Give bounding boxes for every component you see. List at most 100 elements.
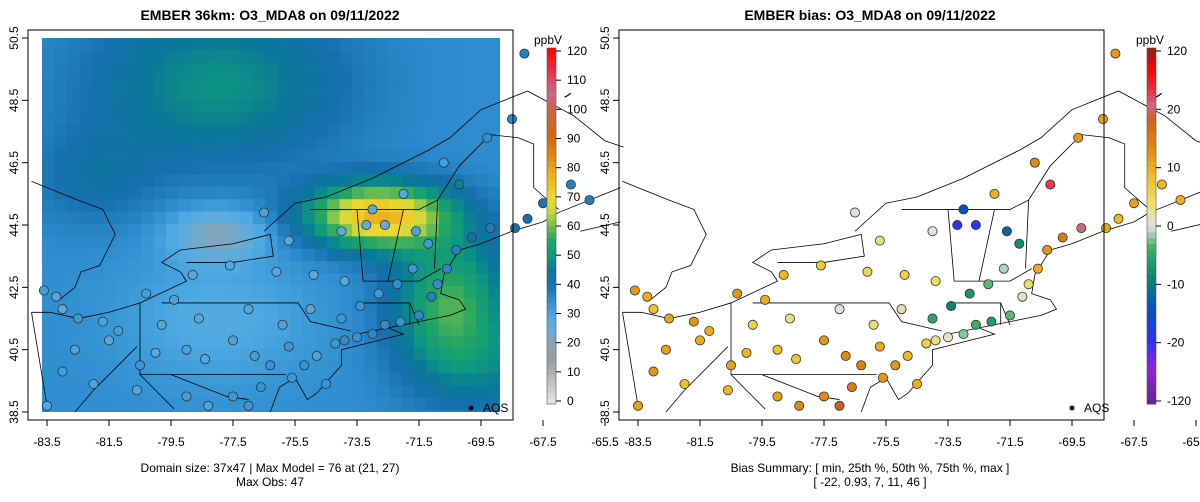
boundary-line	[434, 200, 438, 269]
model-grid-cell	[66, 87, 80, 101]
model-grid-cell	[54, 100, 68, 113]
model-grid-cell	[463, 87, 477, 101]
model-grid-cell	[451, 410, 465, 412]
model-grid-cell	[79, 186, 93, 200]
model-grid-cell	[252, 286, 266, 299]
station-marker	[379, 220, 390, 231]
model-grid-cell	[339, 112, 353, 126]
model-grid-cell	[364, 50, 378, 64]
model-grid-cell	[66, 286, 80, 299]
colorbar-segment	[1147, 326, 1156, 334]
model-grid-cell	[414, 87, 427, 101]
model-grid-cell	[438, 236, 452, 250]
model-grid-cell	[438, 112, 452, 126]
model-grid-cell	[451, 186, 465, 200]
model-grid-cell	[463, 50, 477, 64]
colorbar-segment	[1147, 237, 1156, 245]
model-grid-cell	[364, 162, 378, 175]
model-grid-cell	[476, 323, 489, 337]
model-grid-cell	[414, 335, 427, 349]
model-grid-cell	[228, 273, 241, 287]
model-grid-cell	[426, 62, 440, 76]
model-grid-cell	[42, 410, 55, 412]
model-grid-cell	[414, 100, 427, 113]
colorbar-segment	[1147, 202, 1156, 209]
model-grid-cell	[190, 199, 204, 213]
x-tick-label: -75.5	[281, 435, 309, 449]
colorbar-tick-label: 120	[567, 44, 587, 58]
model-grid-cell	[290, 87, 303, 101]
model-grid-cell	[203, 372, 217, 386]
model-grid-cell	[426, 149, 440, 163]
station-bias-marker	[732, 288, 743, 299]
model-grid-cell	[42, 310, 55, 324]
model-grid-cell	[364, 75, 378, 89]
model-grid-cell	[153, 75, 167, 89]
model-grid-cell	[376, 261, 390, 275]
boundary-line	[978, 209, 995, 282]
model-grid-cell	[252, 410, 266, 412]
model-grid-cell	[54, 348, 68, 361]
model-grid-cell	[128, 372, 142, 386]
model-grid-cell	[488, 186, 500, 200]
model-grid-cell	[314, 360, 328, 374]
colorbar-segment	[547, 184, 556, 191]
model-grid-cell	[401, 397, 415, 411]
model-grid-cell	[277, 385, 291, 399]
model-grid-cell	[166, 100, 179, 113]
model-grid-cell	[42, 100, 55, 113]
model-grid-cell	[252, 100, 266, 113]
colorbar-segment	[547, 154, 556, 162]
model-grid-cell	[414, 236, 427, 250]
station-bias-marker	[1057, 232, 1068, 243]
model-grid-cell	[438, 50, 452, 64]
model-grid-cell	[476, 261, 489, 275]
model-grid-cell	[376, 298, 390, 312]
model-grid-cell	[141, 211, 155, 225]
colorbar-tick-label: 120	[1167, 44, 1187, 58]
model-grid-cell	[339, 397, 353, 411]
model-grid-cell	[91, 137, 105, 151]
model-grid-cell	[426, 385, 440, 399]
model-grid-cell	[463, 323, 477, 337]
boundary-line	[31, 181, 116, 301]
model-grid-cell	[66, 38, 80, 51]
colorbar-tick-label: 20	[1167, 102, 1181, 116]
colorbar-segment	[547, 131, 556, 138]
station-marker	[373, 288, 384, 299]
model-grid-cell	[463, 162, 477, 175]
model-grid-cell	[203, 186, 217, 200]
model-grid-cell	[190, 410, 204, 412]
footer-line-1: Bias Summary: [ min, 25th %, 50th %, 75t…	[731, 461, 1010, 475]
colorbar-segment	[547, 255, 556, 263]
model-grid-cell	[228, 87, 241, 101]
station-marker	[181, 344, 192, 355]
model-grid-cell	[66, 360, 80, 374]
colorbar-segment	[1147, 220, 1156, 227]
model-grid-cell	[166, 410, 179, 412]
model-grid-cell	[463, 174, 477, 188]
model-grid-cell	[302, 112, 316, 126]
model-grid-cell	[116, 360, 130, 374]
model-grid-cell	[426, 186, 440, 200]
model-grid-cell	[488, 323, 500, 337]
model-grid-cell	[215, 335, 229, 349]
model-grid-cell	[228, 310, 241, 324]
model-grid-cell	[228, 124, 241, 138]
model-grid-cell	[302, 410, 316, 412]
model-grid-cell	[215, 112, 229, 126]
model-grid-cell	[265, 410, 279, 412]
model-grid-cell	[438, 323, 452, 337]
station-marker	[441, 263, 452, 274]
model-grid-cell	[401, 273, 415, 287]
model-grid-cell	[463, 298, 477, 312]
model-grid-cell	[290, 397, 303, 411]
model-grid-cell	[414, 137, 427, 151]
model-grid-cell	[252, 360, 266, 374]
station-marker	[38, 285, 49, 296]
model-grid-cell	[128, 224, 142, 237]
colorbar-tick-label: 100	[567, 102, 587, 116]
model-grid-cell	[364, 360, 378, 374]
colorbar-segment	[547, 59, 556, 67]
